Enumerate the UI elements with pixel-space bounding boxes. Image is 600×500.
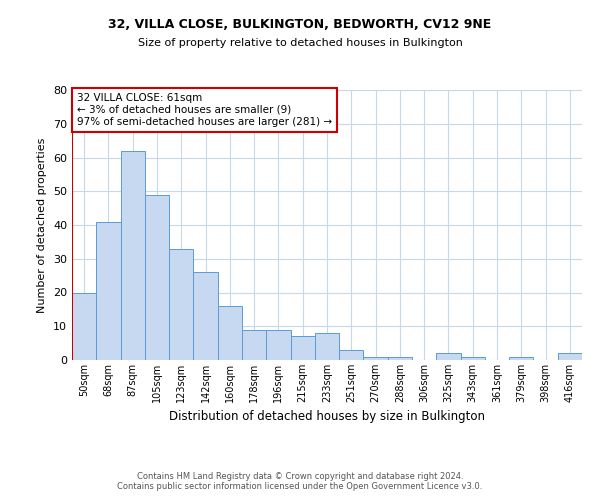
Bar <box>509 356 533 360</box>
Bar <box>121 151 145 360</box>
Text: 32, VILLA CLOSE, BULKINGTON, BEDWORTH, CV12 9NE: 32, VILLA CLOSE, BULKINGTON, BEDWORTH, C… <box>109 18 491 30</box>
Y-axis label: Number of detached properties: Number of detached properties <box>37 138 47 312</box>
Bar <box>315 333 339 360</box>
Bar <box>388 356 412 360</box>
Bar <box>558 353 582 360</box>
Bar <box>242 330 266 360</box>
Bar <box>72 292 96 360</box>
Bar <box>461 356 485 360</box>
Bar <box>339 350 364 360</box>
Bar <box>218 306 242 360</box>
Bar <box>169 248 193 360</box>
Bar <box>193 272 218 360</box>
Text: Contains HM Land Registry data © Crown copyright and database right 2024.: Contains HM Land Registry data © Crown c… <box>137 472 463 481</box>
Bar <box>96 222 121 360</box>
Bar <box>290 336 315 360</box>
Text: Contains public sector information licensed under the Open Government Licence v3: Contains public sector information licen… <box>118 482 482 491</box>
Bar <box>436 353 461 360</box>
Bar <box>364 356 388 360</box>
Text: 32 VILLA CLOSE: 61sqm
← 3% of detached houses are smaller (9)
97% of semi-detach: 32 VILLA CLOSE: 61sqm ← 3% of detached h… <box>77 94 332 126</box>
Text: Size of property relative to detached houses in Bulkington: Size of property relative to detached ho… <box>137 38 463 48</box>
X-axis label: Distribution of detached houses by size in Bulkington: Distribution of detached houses by size … <box>169 410 485 424</box>
Bar <box>266 330 290 360</box>
Bar <box>145 194 169 360</box>
